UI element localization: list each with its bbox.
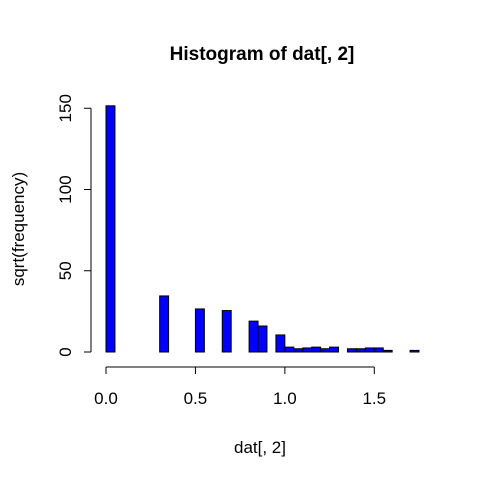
x-axis: 0.0 0.5 1.0 1.5: [94, 366, 386, 408]
histogram-bar: [248, 320, 259, 353]
histogram-bar: [382, 349, 393, 353]
histogram-bar: [320, 348, 331, 353]
x-tick-label: 0.0: [94, 389, 118, 408]
x-tick-label: 1.0: [273, 389, 297, 408]
histogram-bar: [373, 347, 384, 353]
x-tick-label: 0.5: [184, 389, 208, 408]
histogram-bar: [409, 349, 420, 353]
histogram-bar: [311, 346, 322, 353]
chart-title: Histogram of dat[, 2]: [170, 44, 355, 65]
y-tick-label: 100: [56, 175, 75, 203]
histogram-bar: [257, 325, 268, 353]
histogram-bar: [159, 295, 170, 353]
bars-group: [105, 105, 420, 353]
y-tick-label: 150: [56, 94, 75, 122]
histogram-bar: [329, 346, 340, 353]
histogram-bar: [275, 334, 286, 353]
histogram-bar: [221, 310, 232, 353]
y-axis-label: sqrt(frequency): [9, 172, 28, 286]
histogram-bar: [355, 348, 366, 353]
y-tick-label: 50: [56, 261, 75, 280]
histogram-bar: [302, 347, 313, 353]
histogram-bar: [194, 308, 205, 353]
x-axis-label: dat[, 2]: [234, 438, 286, 457]
histogram-bar: [364, 347, 375, 353]
y-axis: 0 50 100 150: [56, 94, 92, 357]
histogram-bar: [346, 348, 357, 353]
histogram-bar: [105, 105, 116, 353]
histogram-bar: [293, 348, 304, 353]
x-tick-label: 1.5: [362, 389, 386, 408]
histogram-bar: [284, 346, 295, 353]
y-tick-label: 0: [56, 347, 75, 356]
